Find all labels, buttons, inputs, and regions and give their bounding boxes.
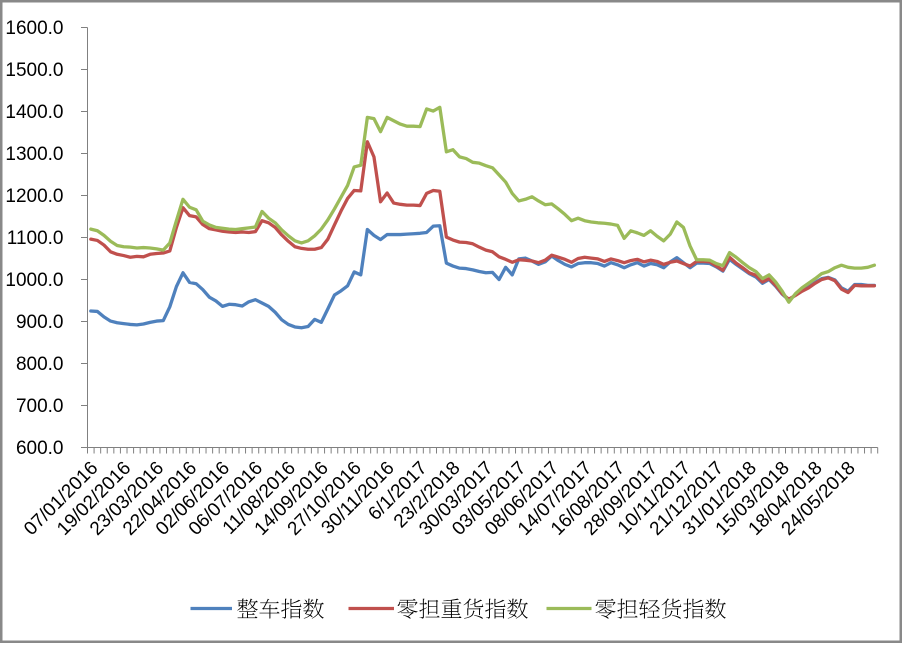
svg-text:1400.0: 1400.0 — [5, 102, 63, 123]
svg-text:700.0: 700.0 — [16, 396, 64, 417]
svg-text:900.0: 900.0 — [16, 312, 64, 333]
svg-text:1600.0: 1600.0 — [5, 18, 63, 39]
svg-text:1000.0: 1000.0 — [5, 270, 63, 291]
svg-text:1100.0: 1100.0 — [7, 228, 64, 249]
svg-text:800.0: 800.0 — [16, 354, 64, 375]
svg-text:1500.0: 1500.0 — [5, 60, 63, 81]
svg-text:1300.0: 1300.0 — [5, 144, 63, 165]
svg-text:1200.0: 1200.0 — [5, 186, 63, 207]
svg-text:600.0: 600.0 — [16, 438, 64, 459]
